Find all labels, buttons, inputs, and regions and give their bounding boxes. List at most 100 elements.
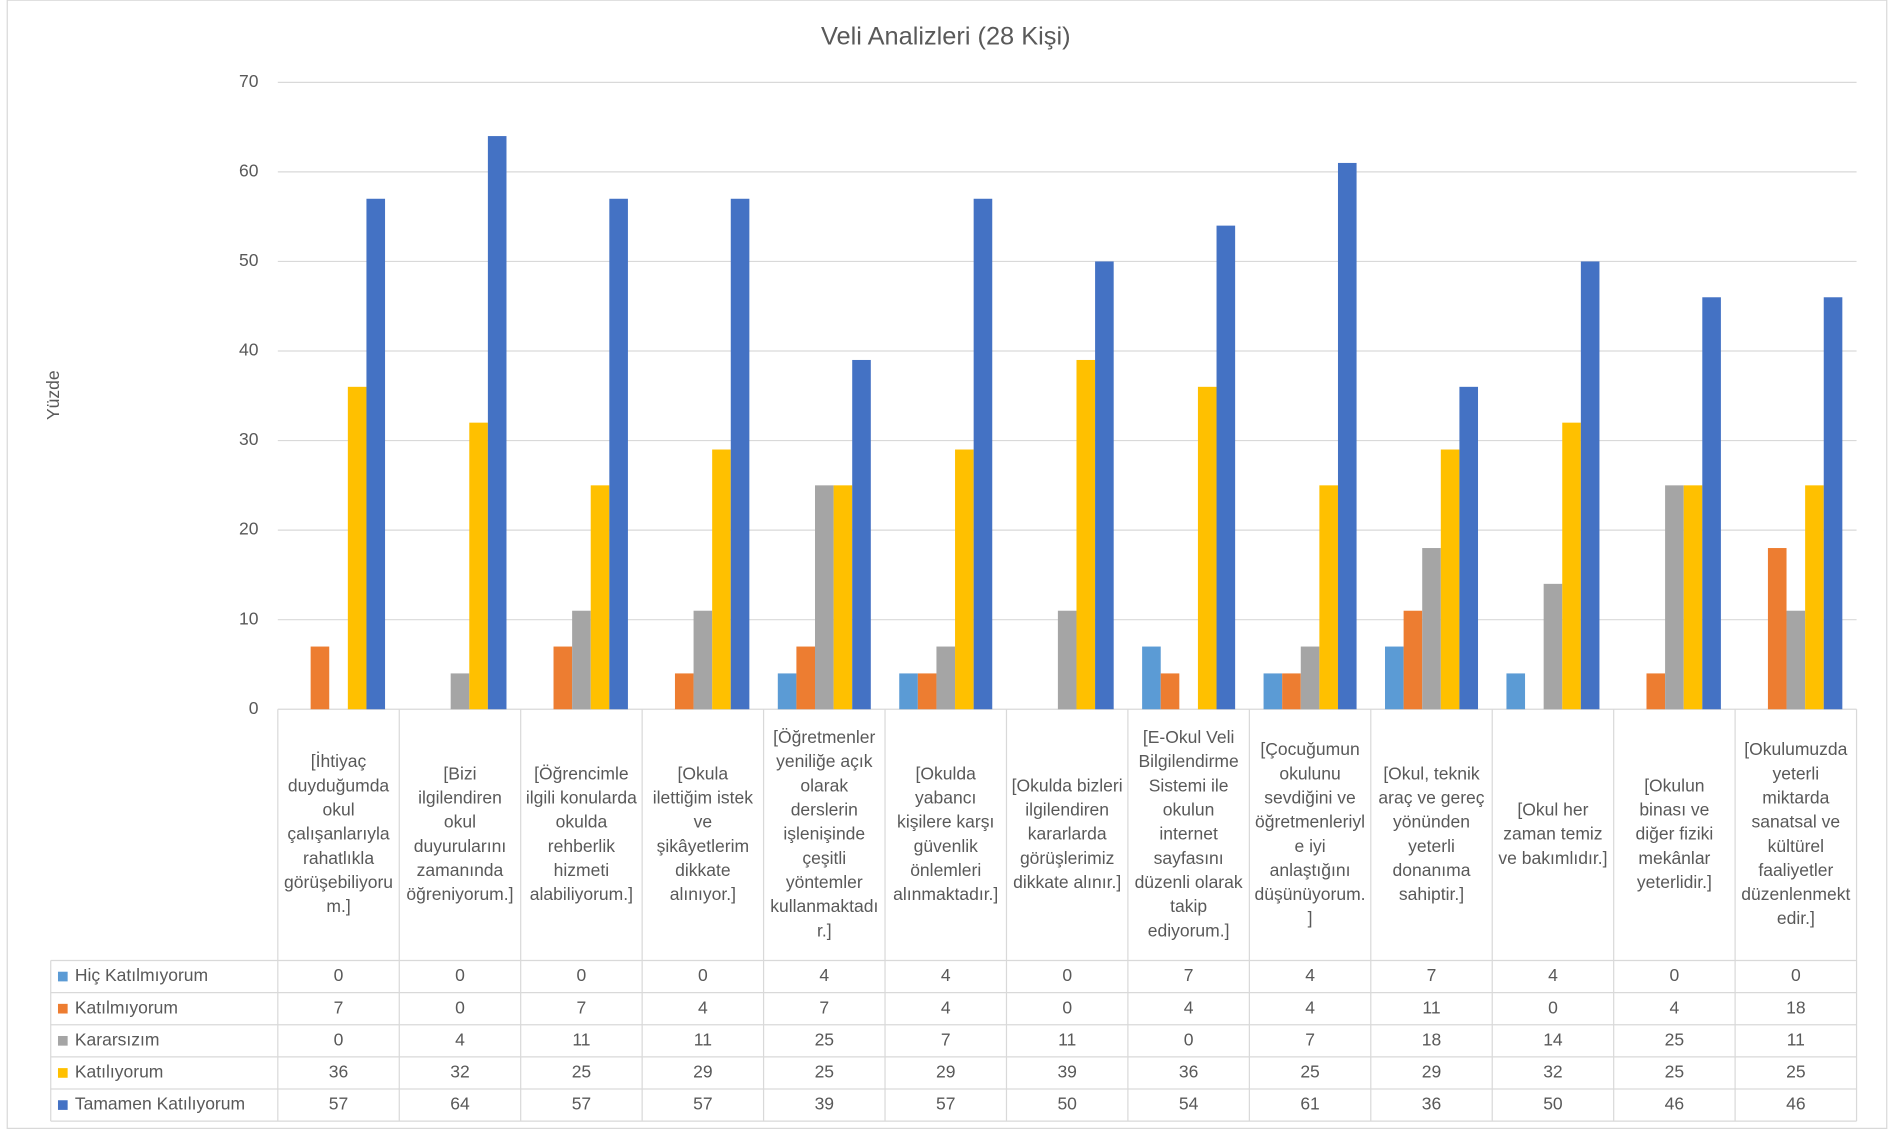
table-value: 7 bbox=[819, 997, 829, 1017]
legend-key bbox=[57, 1035, 68, 1046]
bar bbox=[852, 359, 871, 710]
bar bbox=[1319, 485, 1338, 710]
legend-key bbox=[57, 971, 68, 982]
bar bbox=[796, 646, 816, 710]
bar bbox=[1665, 485, 1684, 710]
bar bbox=[1197, 386, 1217, 710]
table-value: 29 bbox=[693, 1062, 712, 1082]
bar bbox=[1263, 673, 1283, 710]
bar bbox=[590, 485, 610, 710]
bar bbox=[1459, 386, 1479, 710]
bar bbox=[1385, 646, 1404, 710]
table-value: 0 bbox=[698, 965, 708, 985]
legend-key bbox=[57, 1068, 68, 1078]
bar bbox=[1702, 297, 1721, 710]
bar bbox=[609, 198, 628, 710]
bar bbox=[1543, 583, 1563, 710]
x-category-label: [Öğrencimle ilgili konularda okulda rehb… bbox=[525, 764, 637, 905]
bar bbox=[1767, 548, 1787, 710]
x-category-label: [Okul her zaman temiz ve bakımlıdır.] bbox=[1498, 801, 1608, 869]
table-value: 7 bbox=[1184, 965, 1194, 985]
y-tick-label: 10 bbox=[239, 608, 259, 628]
x-category-label: [Okula ilettiğim istek ve şikâyetlerim d… bbox=[652, 764, 753, 905]
table-value: 46 bbox=[1786, 1094, 1805, 1114]
table-value: 11 bbox=[1058, 1029, 1076, 1049]
legend-label: Katılıyorum bbox=[75, 1062, 163, 1082]
table-value: 25 bbox=[1786, 1062, 1805, 1082]
x-category-label-box: [Çocuğumun okulunu sevdiğini ve öğretmen… bbox=[1254, 740, 1366, 930]
table-value: 64 bbox=[450, 1094, 470, 1114]
legend-key bbox=[57, 1100, 68, 1110]
bar bbox=[1142, 646, 1161, 710]
table-value: 0 bbox=[1548, 997, 1558, 1017]
bar bbox=[917, 673, 937, 710]
y-tick-label: 40 bbox=[239, 340, 259, 360]
table-value: 39 bbox=[815, 1094, 834, 1114]
table-value: 7 bbox=[941, 1029, 951, 1049]
bar bbox=[899, 673, 918, 710]
x-category-label: [Okulumuzda yeterli miktarda sanatsal ve… bbox=[1741, 740, 1851, 930]
bar bbox=[1440, 449, 1460, 710]
x-category-label-box: [Okul, teknik araç ve gereç yönünden yet… bbox=[1378, 764, 1485, 905]
x-category-label-box: [Öğretmenler yeniliğe açık olarak dersle… bbox=[770, 728, 879, 942]
table-value: 57 bbox=[572, 1094, 591, 1114]
table-value: 11 bbox=[1422, 997, 1440, 1017]
table-value: 50 bbox=[1057, 1094, 1077, 1114]
table-value: 4 bbox=[1305, 997, 1315, 1017]
bar bbox=[1057, 610, 1077, 710]
bar bbox=[1160, 673, 1180, 710]
bar bbox=[1683, 485, 1703, 710]
table-value: 57 bbox=[936, 1094, 955, 1114]
table-value: 0 bbox=[1791, 965, 1801, 985]
table-value: 7 bbox=[1427, 965, 1437, 985]
x-category-label-box: [İhtiyaç duyduğumda okul çalışanlarıyla … bbox=[284, 752, 394, 918]
table-value: 7 bbox=[1305, 1029, 1315, 1049]
x-category-label: [İhtiyaç duyduğumda okul çalışanlarıyla … bbox=[284, 752, 394, 918]
table-value: 11 bbox=[694, 1029, 712, 1049]
table-value: 4 bbox=[941, 997, 951, 1017]
bar bbox=[487, 136, 507, 710]
x-category-label: [Okulun binası ve diğer fiziki mekânlar … bbox=[1635, 776, 1714, 893]
table-value: 4 bbox=[698, 997, 708, 1017]
x-category-label: [E-Okul Veli Bilgilendirme Sistemi ile o… bbox=[1134, 728, 1243, 942]
legend-label: Katılmıyorum bbox=[75, 997, 178, 1017]
bar bbox=[1403, 610, 1423, 710]
table-value: 4 bbox=[941, 965, 951, 985]
bar bbox=[450, 673, 470, 710]
table-value: 4 bbox=[819, 965, 829, 985]
y-tick-label: 60 bbox=[239, 161, 259, 181]
table-value: 0 bbox=[334, 965, 344, 985]
bar bbox=[936, 646, 956, 710]
table-value: 4 bbox=[455, 1029, 465, 1049]
bar bbox=[815, 485, 834, 710]
bar bbox=[777, 673, 797, 710]
bar bbox=[1580, 261, 1600, 710]
table-value: 39 bbox=[1057, 1062, 1076, 1082]
table-value: 18 bbox=[1786, 997, 1805, 1017]
table-value: 4 bbox=[1670, 997, 1680, 1017]
x-category-label-box: [Okulda bizleri ilgilendiren kararlarda … bbox=[1012, 777, 1123, 893]
table-value: 0 bbox=[1670, 965, 1680, 985]
table-value: 0 bbox=[1062, 997, 1072, 1017]
x-category-label: [Öğretmenler yeniliğe açık olarak dersle… bbox=[770, 728, 879, 942]
table-value: 36 bbox=[1179, 1062, 1198, 1082]
table-value: 36 bbox=[329, 1062, 348, 1082]
table-value: 57 bbox=[693, 1094, 712, 1114]
bar bbox=[973, 198, 993, 710]
table-value: 57 bbox=[329, 1094, 348, 1114]
table-value: 29 bbox=[936, 1062, 955, 1082]
bar bbox=[1282, 673, 1301, 710]
table-value: 11 bbox=[572, 1029, 590, 1049]
table-value: 14 bbox=[1543, 1029, 1563, 1049]
bar bbox=[1422, 548, 1441, 710]
table-value: 46 bbox=[1665, 1094, 1684, 1114]
y-axis-label: Yüzde bbox=[43, 370, 63, 420]
bar bbox=[1823, 297, 1843, 710]
x-category-label: [Okul, teknik araç ve gereç yönünden yet… bbox=[1378, 764, 1485, 905]
bar bbox=[310, 646, 330, 710]
y-tick-label: 20 bbox=[239, 519, 259, 539]
x-category-label-box: [E-Okul Veli Bilgilendirme Sistemi ile o… bbox=[1134, 728, 1243, 942]
x-category-label: [Okulda yabancı kişilere karşı güvenlik … bbox=[893, 764, 999, 905]
x-category-label: [Çocuğumun okulunu sevdiğini ve öğretmen… bbox=[1254, 740, 1366, 930]
